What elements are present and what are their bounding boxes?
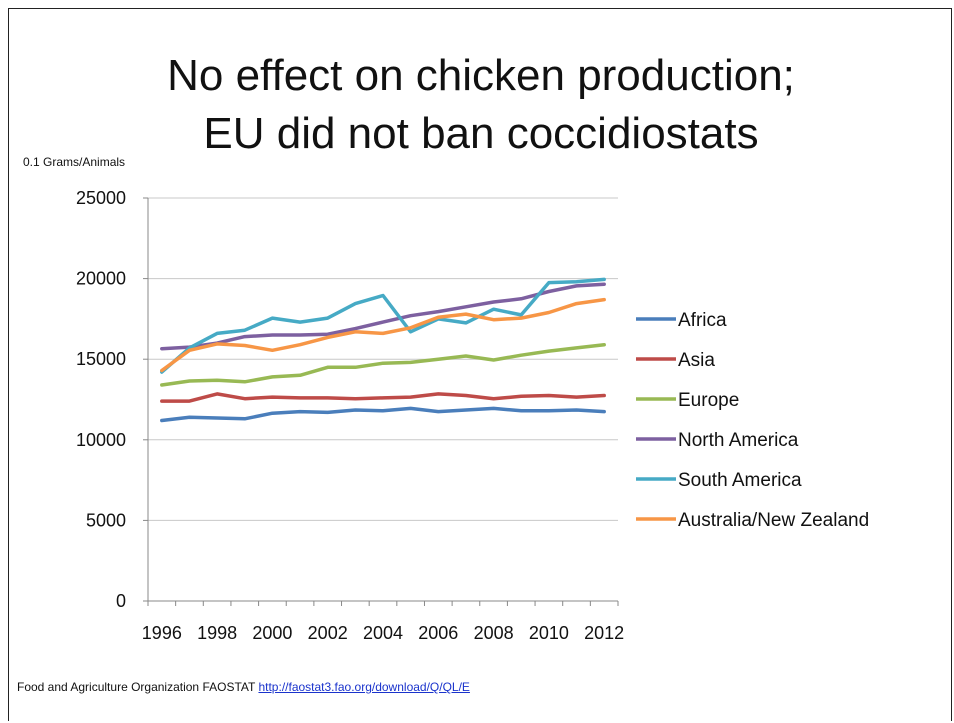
legend-label-north-america: North America	[678, 430, 799, 451]
x-tick-label: 2000	[252, 623, 292, 643]
y-tick-label: 10000	[76, 430, 126, 450]
axes: 0 5000 10000 15000 20000 25000 1996 1998 2000 200…	[76, 188, 624, 643]
y-axis-unit-label: 0.1 Grams/Animals	[23, 155, 126, 169]
legend-label-south-america: South America	[678, 470, 802, 491]
slide-title: No effect on chicken production; EU did …	[9, 47, 953, 163]
series-line-asia	[160, 392, 606, 403]
x-tick-label: 2010	[529, 623, 569, 643]
y-tick-label: 0	[116, 591, 126, 611]
x-tick-label: 2002	[308, 623, 348, 643]
x-tick-label: 2004	[363, 623, 403, 643]
legend-label-africa: Africa	[678, 310, 727, 331]
x-tick-label: 2012	[584, 623, 624, 643]
title-line-2: EU did not ban coccidiostats	[203, 109, 759, 158]
x-tick-label: 1998	[197, 623, 237, 643]
title-line-1: No effect on chicken production;	[167, 51, 795, 100]
legend: Africa Asia Europe North America South Ameri…	[636, 310, 869, 531]
y-tick-label: 15000	[76, 349, 126, 369]
legend-label-europe: Europe	[678, 390, 739, 411]
y-tick-label: 25000	[76, 188, 126, 208]
gridlines	[148, 197, 618, 521]
series-lines	[160, 277, 606, 423]
x-tick-label: 2008	[474, 623, 514, 643]
legend-label-australia-new-zealand: Australia/New Zealand	[678, 510, 869, 531]
series-line-australia-new-zealand	[160, 297, 606, 373]
source-text: Food and Agriculture Organization FAOSTA…	[17, 680, 256, 694]
legend-label-asia: Asia	[678, 350, 715, 371]
source-footer: Food and Agriculture Organization FAOSTA…	[17, 680, 470, 694]
x-tick-label: 2006	[418, 623, 458, 643]
y-tick-label: 20000	[76, 269, 126, 289]
series-line-north-america	[160, 282, 606, 351]
series-line-south-america	[160, 277, 606, 374]
series-line-africa	[160, 406, 606, 423]
source-link[interactable]: http://faostat3.fao.org/download/Q/QL/E	[258, 680, 470, 694]
y-tick-label: 5000	[86, 510, 126, 530]
series-line-europe	[160, 342, 606, 387]
x-tick-label: 1996	[142, 623, 182, 643]
